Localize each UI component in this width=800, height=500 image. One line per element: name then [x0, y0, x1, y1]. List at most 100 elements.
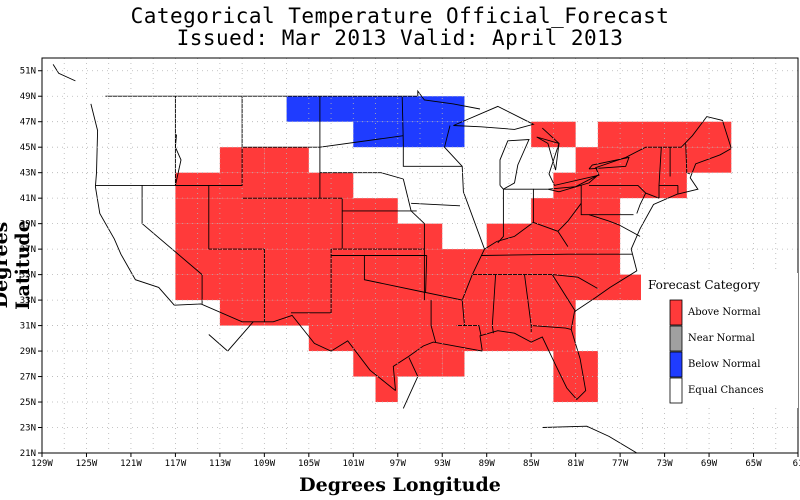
lat-tick-label: 43N — [20, 169, 36, 179]
boundary-line — [552, 274, 599, 289]
boundary-line — [401, 96, 463, 167]
map-subtitle: Issued: Mar 2013 Valid: April 2013 — [176, 26, 624, 50]
forecast-cell — [175, 249, 621, 275]
lon-tick-label: 109W — [254, 459, 276, 469]
lon-tick-label: 117W — [165, 459, 187, 469]
boundary-line — [588, 214, 641, 237]
lon-tick-label: 121W — [120, 459, 142, 469]
lat-tick-label: 23N — [20, 424, 36, 434]
legend-title: Forecast Category — [648, 278, 760, 292]
boundary-line — [425, 255, 463, 301]
boundary-line — [319, 172, 404, 180]
legend-label: Near Normal — [688, 333, 755, 344]
forecast-cell — [486, 223, 621, 250]
lon-tick-label: 89W — [479, 459, 496, 469]
boundary-line — [570, 148, 732, 330]
boundary-line — [456, 325, 482, 336]
lat-tick-label: 33N — [20, 296, 36, 306]
lon-tick-label: 73W — [656, 459, 673, 469]
boundary-line — [430, 300, 437, 343]
lon-tick-label: 101W — [342, 459, 364, 469]
legend-swatch — [669, 377, 683, 404]
x-axis-label: Degrees Longitude — [299, 474, 501, 496]
boundary-line — [444, 125, 485, 326]
lat-tick-label: 45N — [20, 143, 36, 153]
lat-tick-label: 51N — [20, 67, 36, 77]
boundary-line — [542, 425, 638, 453]
lat-tick-label: 35N — [20, 271, 36, 281]
boundary-line — [453, 105, 535, 130]
boundary-line — [392, 329, 587, 401]
legend-label: Equal Chances — [688, 385, 764, 396]
boundary-line — [90, 103, 175, 306]
boundary-line — [541, 116, 732, 186]
lat-tick-label: 41N — [20, 194, 36, 204]
boundary-line — [557, 203, 582, 232]
lon-tick-label: 93W — [434, 459, 451, 469]
boundary-line — [105, 89, 481, 110]
boundary-line — [580, 185, 634, 216]
legend-background — [641, 273, 798, 408]
boundary-line — [52, 64, 76, 82]
boundary-line — [499, 139, 530, 190]
lon-tick-label: 113W — [209, 459, 231, 469]
lat-tick-label: 21N — [20, 449, 36, 459]
lon-tick-label: 65W — [745, 459, 762, 469]
lat-tick-label: 49N — [20, 92, 36, 102]
legend-swatch — [669, 299, 683, 326]
boundary-line — [588, 156, 630, 170]
boundary-line — [264, 197, 343, 314]
lat-tick-label: 47N — [20, 118, 36, 128]
lat-tick-label: 31N — [20, 322, 36, 332]
forecast-cell — [531, 121, 576, 148]
lon-tick-label: 125W — [76, 459, 98, 469]
boundary-line — [503, 188, 534, 223]
forecast-cell — [575, 147, 732, 173]
lat-tick-label: 29N — [20, 347, 36, 357]
legend-swatch — [669, 325, 683, 352]
legend-label: Below Normal — [688, 359, 760, 370]
axis-ticks: 21N 23N 25N 27N 29N 31N 33N 35N 37N 39N 41N 43N 45N 4… — [20, 67, 800, 469]
forecast-cell — [375, 376, 398, 403]
y-axis-label: Degrees Latitude — [0, 220, 34, 310]
boundary-line — [547, 174, 599, 193]
lon-tick-label: 85W — [523, 459, 540, 469]
boundary-line — [536, 136, 560, 171]
boundary-line — [481, 253, 633, 256]
legend-label: Above Normal — [687, 307, 761, 318]
boundary-line — [472, 274, 497, 334]
boundary-line — [484, 221, 569, 250]
boundary-line — [531, 325, 572, 330]
boundary-line — [402, 178, 425, 301]
lon-tick-label: 105W — [298, 459, 320, 469]
boundary-line — [208, 321, 254, 352]
forecast-cell — [442, 351, 465, 377]
boundary-line — [174, 303, 396, 391]
lon-tick-label: 77W — [612, 459, 629, 469]
boundary-line — [685, 143, 691, 175]
lon-tick-label: 97W — [390, 459, 407, 469]
lon-tick-label: 129W — [31, 459, 53, 469]
boundary-line — [411, 202, 461, 207]
boundary-line — [319, 135, 404, 148]
gridlines — [42, 58, 798, 453]
forecast-cell — [597, 121, 732, 148]
lat-tick-label: 37N — [20, 245, 36, 255]
boundary-line — [636, 192, 647, 214]
forecast-cell — [175, 223, 443, 250]
boundary-line — [497, 189, 504, 244]
map-title: Categorical Temperature Official_Forecas… — [130, 4, 670, 28]
boundary-line — [363, 255, 426, 293]
lon-tick-label: 61 — [793, 459, 800, 469]
lat-tick-label: 25N — [20, 398, 36, 408]
lon-tick-label: 81W — [568, 459, 585, 469]
legend-swatch — [669, 351, 683, 378]
boundary-line — [174, 134, 182, 186]
lat-tick-label: 27N — [20, 373, 36, 383]
lon-tick-label: 69W — [701, 459, 718, 469]
lat-tick-label: 39N — [20, 220, 36, 230]
boundary-line — [589, 184, 660, 199]
forecast-cell — [175, 274, 643, 301]
plot-frame — [41, 57, 799, 454]
